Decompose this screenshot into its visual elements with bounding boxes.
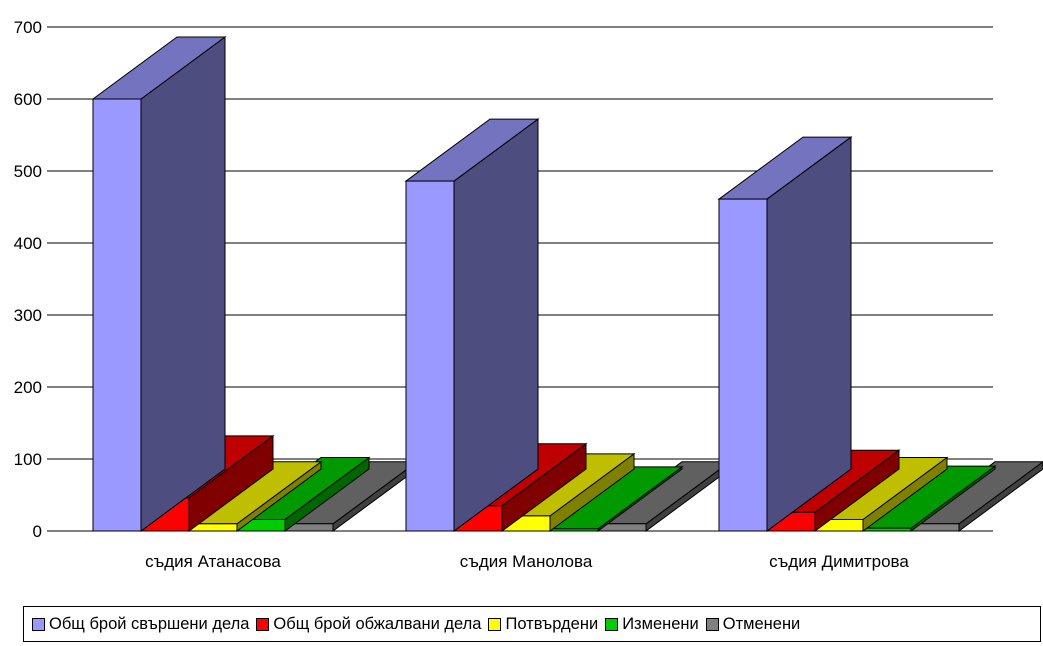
x-axis-labels: съдия Атанасова съдия Манолова съдия Димит…	[145, 552, 909, 571]
legend-item: Общ брой обжалвани дела	[256, 615, 481, 634]
y-axis-ticks: 0 100 200 300 400 500 600 700	[14, 18, 42, 541]
bar-side	[140, 36, 226, 532]
y-tick-label: 200	[14, 378, 42, 397]
legend-swatch	[32, 617, 45, 631]
legend-item: Потвърдени	[488, 615, 598, 634]
x-tick-label: съдия Атанасова	[145, 552, 281, 571]
bar-front	[549, 528, 599, 532]
y-tick-label: 700	[14, 18, 42, 37]
bar-side	[453, 118, 539, 532]
bar	[717, 136, 853, 532]
bar	[404, 118, 540, 532]
legend-label: Потвърдени	[505, 614, 599, 633]
legend-label: Общ брой свършени дела	[49, 614, 250, 633]
y-tick-label: 600	[14, 90, 42, 109]
bar-front	[405, 180, 455, 532]
legend-label: Общ брой обжалвани дела	[273, 614, 482, 633]
bars	[91, 36, 1043, 532]
x-tick-label: съдия Димитрова	[769, 552, 909, 571]
bar-side	[766, 136, 852, 532]
legend-swatch	[488, 617, 502, 631]
y-tick-label: 0	[33, 522, 42, 541]
legend-swatch	[705, 617, 719, 631]
legend-label: Изменени	[622, 614, 699, 633]
legend-item: Общ брой свършени дела	[32, 615, 249, 634]
bar-front	[92, 98, 142, 532]
bar	[187, 460, 323, 532]
bar-front	[718, 198, 768, 532]
legend-item: Отменени	[705, 614, 801, 634]
legend-swatch	[256, 617, 270, 631]
x-tick-label: съдия Манолова	[460, 552, 593, 571]
y-tick-label: 400	[14, 234, 42, 253]
y-tick-label: 500	[14, 162, 42, 181]
bar	[91, 36, 227, 532]
legend-item: Изменени	[605, 615, 699, 634]
y-tick-label: 100	[14, 450, 42, 469]
legend-swatch	[605, 617, 619, 631]
legend: Общ брой свършени дела Общ брой обжалван…	[23, 606, 1041, 642]
bar-front	[862, 527, 912, 532]
bar	[596, 460, 732, 532]
legend-label: Отменени	[722, 614, 801, 633]
y-tick-label: 300	[14, 306, 42, 325]
